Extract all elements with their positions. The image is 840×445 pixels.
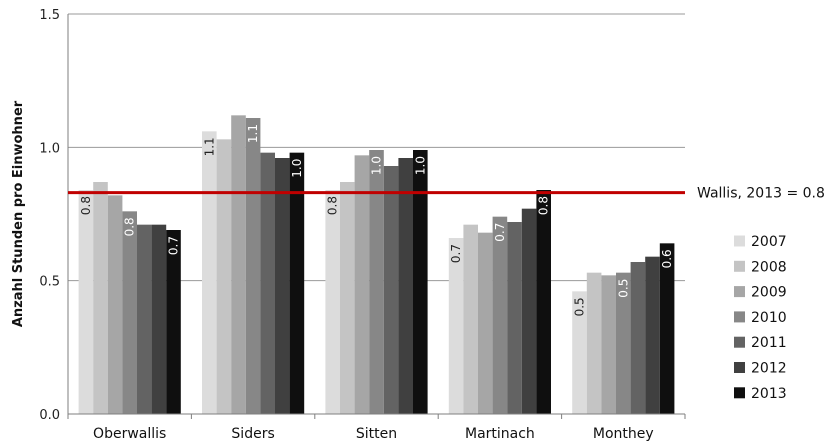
data-label: 0.8 [79, 196, 93, 215]
bar-siders-2010 [245, 118, 261, 414]
bar-monthey-2011 [630, 262, 646, 414]
legend-swatch [734, 311, 745, 323]
y-tick-label: 1.0 [39, 141, 60, 156]
x-tick-label: Sitten [356, 426, 397, 442]
bar-sitten-2007 [325, 190, 340, 414]
bar-martinach-2013 [536, 190, 551, 414]
data-labels: 0.8 0.8 0.7 1.1 1.1 1.0 0.8 1.0 1.0 0.7 0.7 0.8 0.5 0… [79, 124, 674, 316]
legend-swatch [734, 362, 745, 373]
bar-monthey-2013 [659, 243, 675, 414]
bar-martinach-2007 [448, 238, 464, 414]
bar-oberwallis-2009 [107, 195, 123, 414]
bar-martinach-2008 [463, 224, 478, 414]
data-label: 0.7 [167, 236, 181, 255]
data-label: 0.8 [537, 196, 551, 215]
bar-oberwallis-2010 [122, 211, 137, 414]
y-tick-label: 0.0 [39, 408, 60, 423]
bar-sitten-2009 [354, 155, 370, 415]
bar-martinach-2011 [507, 222, 522, 414]
bar-monthey-2009 [601, 275, 616, 414]
legend-swatch [734, 336, 745, 348]
bars [78, 115, 675, 415]
bar-oberwallis-2013 [166, 230, 181, 414]
bar-siders-2011 [260, 152, 275, 414]
legend-swatch [734, 235, 745, 247]
bar-monthey-2012 [645, 256, 660, 414]
bar-monthey-2010 [616, 272, 631, 414]
bar-siders-2008 [216, 139, 232, 415]
data-label: 0.7 [449, 244, 463, 263]
legend-label: 2010 [751, 310, 787, 326]
data-label: 1.0 [413, 156, 427, 175]
x-tick-label: Siders [231, 426, 274, 442]
legend: 2007 2008 2009 2010 2011 2012 2013 [734, 234, 787, 402]
bar-sitten-2008 [340, 182, 355, 414]
data-label: 0.5 [573, 297, 587, 316]
bar-martinach-2010 [492, 216, 508, 414]
data-label: 0.8 [123, 217, 137, 236]
data-label: 0.7 [493, 223, 507, 242]
x-tick-label: Monthey [593, 426, 654, 442]
bar-sitten-2011 [383, 166, 399, 414]
bar-martinach-2012 [521, 208, 537, 414]
bar-oberwallis-2012 [151, 224, 167, 414]
bar-oberwallis-2007 [78, 190, 94, 414]
bar-sitten-2010 [369, 150, 384, 414]
bar-siders-2013 [289, 152, 305, 414]
bar-sitten-2013 [413, 150, 428, 414]
bar-monthey-2007 [572, 291, 587, 414]
bar-siders-2012 [275, 158, 290, 414]
data-label: 0.5 [616, 279, 630, 298]
x-tick-label: Martinach [465, 426, 535, 442]
legend-swatch [734, 286, 745, 298]
data-label: 1.0 [370, 156, 384, 175]
legend-label: 2009 [751, 285, 787, 301]
data-label: 0.6 [660, 249, 674, 268]
y-tick-label: 1.5 [39, 8, 60, 23]
axes: 0.0 0.5 1.0 1.5 Oberwallis Siders Sitten Martin… [39, 8, 686, 442]
data-label: 1.1 [202, 137, 216, 156]
bar-oberwallis-2011 [137, 224, 152, 414]
legend-label: 2007 [751, 234, 787, 250]
legend-label: 2012 [751, 361, 787, 377]
bar-monthey-2008 [586, 272, 602, 414]
data-label: 0.8 [326, 196, 340, 215]
reference-line-group: Wallis, 2013 = 0.8 [68, 186, 825, 202]
bar-martinach-2009 [478, 232, 493, 414]
legend-swatch [734, 260, 745, 272]
data-label: 1.1 [246, 124, 260, 143]
bar-oberwallis-2008 [93, 182, 108, 414]
y-tick-label: 0.5 [39, 275, 60, 290]
y-axis-label: Anzahl Stunden pro Einwohner [11, 100, 26, 327]
reference-line-label: Wallis, 2013 = 0.8 [697, 186, 825, 202]
x-tick-label: Oberwallis [93, 426, 166, 442]
data-label: 1.0 [290, 159, 304, 178]
legend-label: 2013 [751, 386, 787, 402]
legend-swatch [734, 387, 745, 399]
legend-label: 2011 [751, 335, 787, 351]
bar-siders-2009 [231, 115, 246, 414]
legend-label: 2008 [751, 259, 787, 275]
bar-sitten-2012 [398, 158, 413, 414]
bar-siders-2007 [202, 131, 217, 415]
